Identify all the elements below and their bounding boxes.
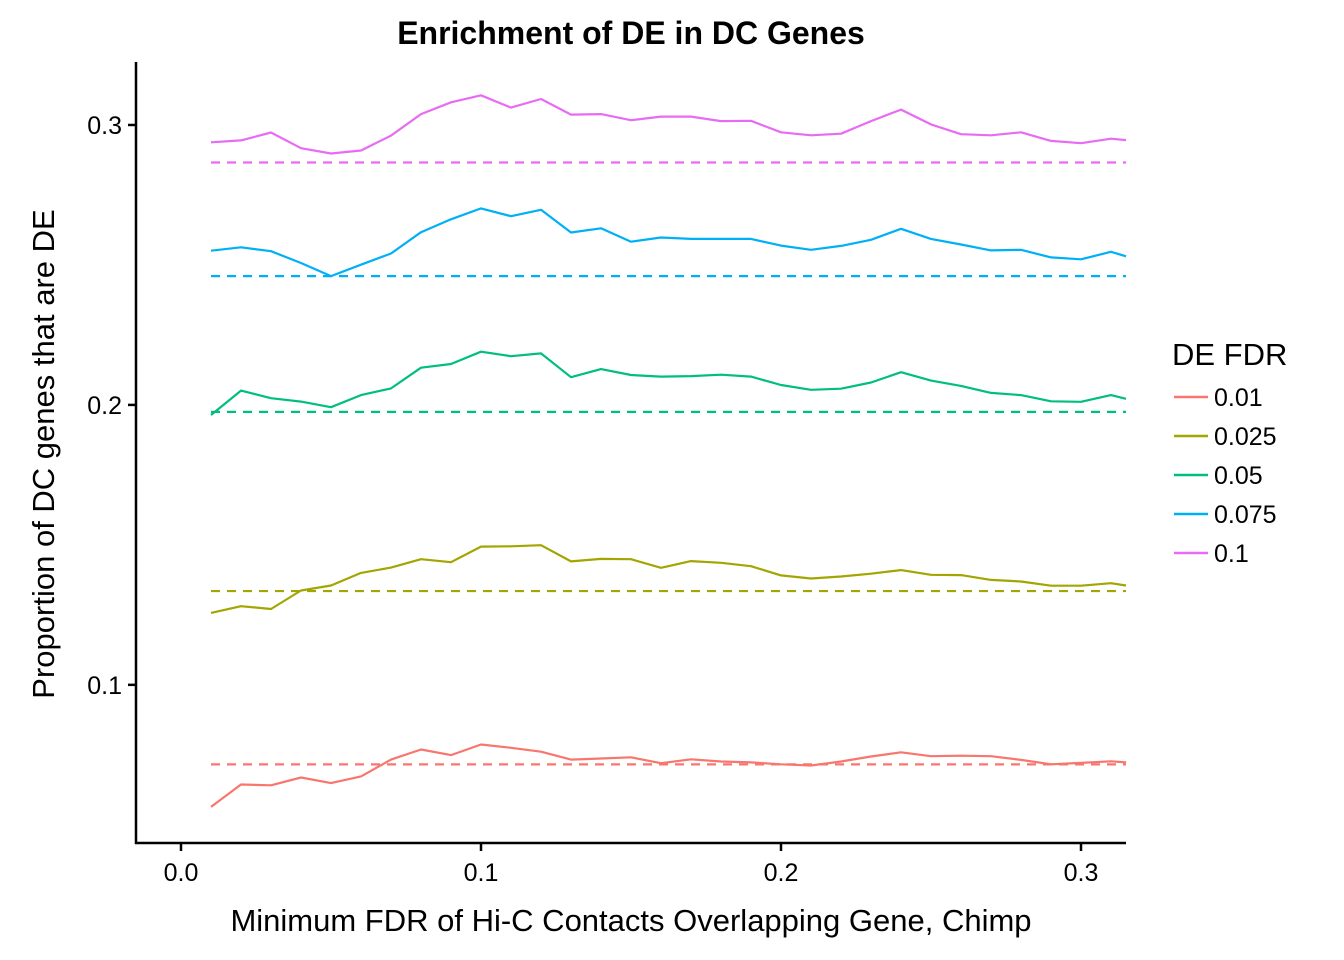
legend-item: 0.075 — [1174, 501, 1277, 529]
y-tick-label: 0.1 — [87, 672, 122, 700]
legend-item: 0.1 — [1174, 540, 1249, 568]
x-tick-label: 0.0 — [164, 859, 199, 887]
series-line-0.05 — [210, 350, 1127, 416]
chart-title: Enrichment of DE in DC Genes — [397, 15, 865, 51]
x-tick-label: 0.2 — [764, 859, 799, 887]
x-axis-ticks: 0.0 0.1 0.2 0.3 — [164, 843, 1099, 887]
legend-item: 0.025 — [1174, 423, 1277, 451]
x-axis-title: Minimum FDR of Hi-C Contacts Overlapping… — [230, 903, 1031, 938]
y-axis-ticks: 0.1 0.2 0.3 — [87, 112, 136, 700]
legend-label: 0.025 — [1214, 423, 1277, 451]
legend-label: 0.05 — [1214, 462, 1263, 490]
x-tick-label: 0.1 — [464, 859, 499, 887]
series-layer — [210, 94, 1127, 808]
series-line-0.1 — [210, 94, 1127, 155]
y-tick-label: 0.2 — [87, 392, 122, 420]
legend-label: 0.075 — [1214, 501, 1277, 529]
y-axis-title: Proportion of DC genes that are DE — [26, 209, 61, 698]
x-tick-label: 0.3 — [1064, 859, 1099, 887]
legend: DE FDR 0.01 0.025 0.05 0.075 0.1 — [1172, 337, 1287, 568]
series-line-0.075 — [210, 207, 1127, 278]
legend-item: 0.01 — [1174, 384, 1263, 412]
legend-label: 0.1 — [1214, 540, 1249, 568]
legend-label: 0.01 — [1214, 384, 1263, 412]
series-line-0.025 — [210, 544, 1127, 614]
y-tick-label: 0.3 — [87, 112, 122, 140]
legend-title: DE FDR — [1172, 337, 1287, 372]
legend-item: 0.05 — [1174, 462, 1263, 490]
series-line-0.01 — [210, 743, 1127, 808]
